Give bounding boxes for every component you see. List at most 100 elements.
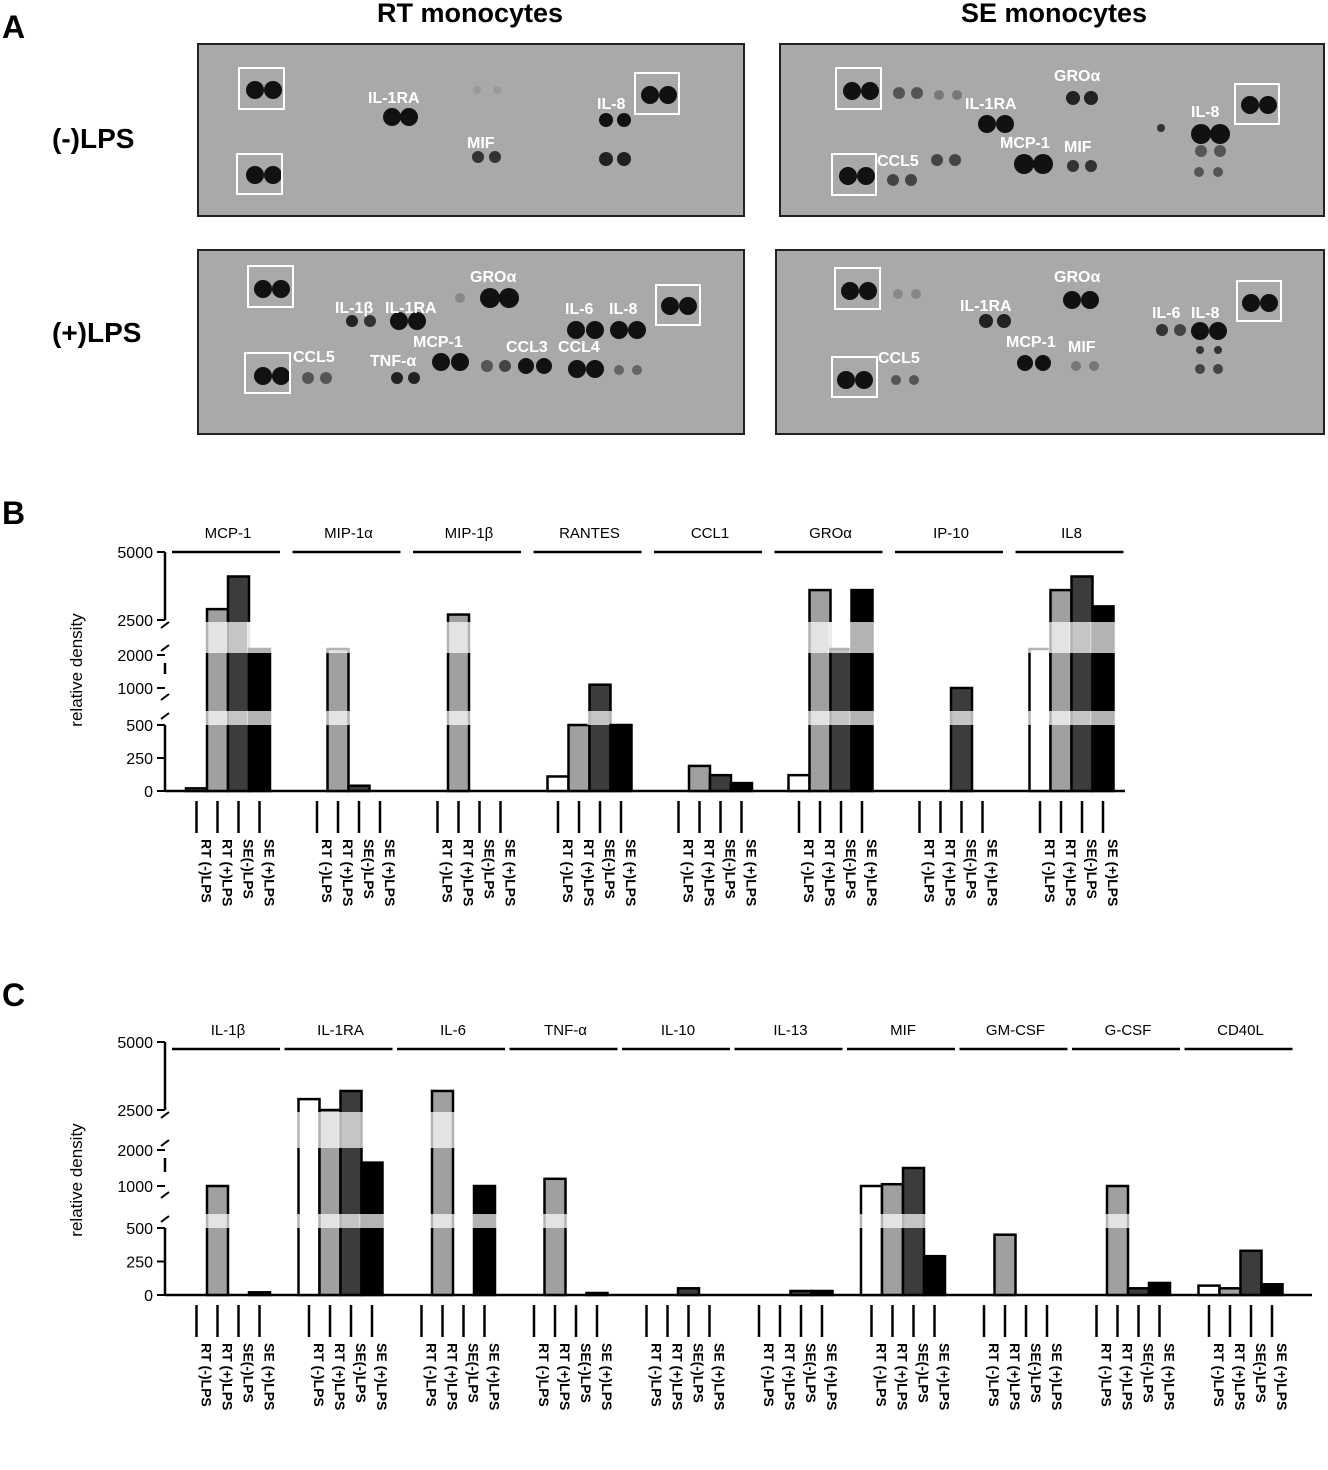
bar: [1239, 1249, 1263, 1297]
panel-c-letter: C: [2, 977, 25, 1013]
condition-label: SE(-)LPS: [353, 1343, 369, 1403]
condition-label: SE(-)LPS: [916, 1343, 932, 1403]
bar: [205, 1184, 230, 1297]
bar: [567, 723, 591, 793]
condition-label: RT (-)LPS: [874, 1343, 890, 1407]
bar-break-gap: [807, 711, 833, 725]
bar: [360, 1161, 384, 1297]
bar: [588, 683, 612, 793]
condition-label: RT (+)LPS: [1063, 839, 1079, 906]
bar-break-gap: [325, 622, 351, 653]
condition-label: RT (+)LPS: [557, 1343, 573, 1410]
bar-break-gap: [472, 1214, 497, 1228]
y-tick-label: 5000: [117, 1035, 153, 1052]
blot-label: CCL5: [293, 349, 335, 366]
axis-break-mark: [160, 1111, 170, 1119]
condition-label: RT (+)LPS: [670, 1343, 686, 1410]
condition-label: SE(-)LPS: [803, 1343, 819, 1403]
bar-break-gap: [1090, 711, 1116, 725]
condition-label: RT (-)LPS: [199, 839, 215, 903]
condition-label: SE(-)LPS: [241, 1343, 257, 1403]
condition-label: RT (+)LPS: [581, 839, 597, 906]
blot-rt-neg: IL-1RA IL-8 MIF: [197, 43, 745, 217]
condition-label: RT (-)LPS: [649, 1343, 665, 1407]
bar-break-gap: [849, 711, 875, 725]
bar: [1049, 588, 1073, 793]
bar-break-gap: [1048, 622, 1074, 653]
group-label: CD40L: [1217, 1022, 1264, 1039]
y-axis-label: relative density: [67, 613, 86, 727]
axis-break-mark: [160, 644, 170, 652]
blot-label: IL-8: [597, 96, 626, 113]
condition-label: SE (+)LPS: [503, 839, 519, 906]
blot-column-title-se: SE monocytes: [961, 0, 1147, 28]
bar: [949, 686, 974, 793]
condition-label: SE (+)LPS: [599, 1343, 615, 1410]
condition-label: SE(-)LPS: [602, 839, 618, 899]
bar-break-gap: [1027, 622, 1053, 653]
bar: [787, 773, 811, 793]
bar: [708, 773, 733, 793]
bar: [1126, 1287, 1151, 1297]
bar-break-gap: [880, 1214, 905, 1228]
condition-label: RT (+)LPS: [461, 839, 477, 906]
bar: [676, 1287, 701, 1297]
blot-label: IL-8: [1191, 305, 1220, 322]
bar-break-gap: [317, 1112, 343, 1148]
y-tick-label: 250: [126, 751, 153, 768]
condition-label: RT (-)LPS: [922, 839, 938, 903]
condition-label: SE(-)LPS: [578, 1343, 594, 1403]
blot-column-title-rt: RT monocytes: [377, 0, 563, 28]
group-label: TNF-α: [544, 1022, 587, 1039]
bar-break-gap: [226, 622, 251, 653]
blot-label: GROα: [1054, 68, 1100, 85]
bar: [859, 1184, 884, 1297]
y-tick-label: 2000: [117, 1143, 153, 1160]
condition-label: SE (+)LPS: [262, 1343, 278, 1410]
bar-break-gap: [205, 711, 230, 725]
bar-break-gap: [1105, 1214, 1130, 1228]
bar-break-gap: [807, 622, 833, 653]
y-tick-label: 1000: [117, 1179, 153, 1196]
condition-label: RT (-)LPS: [1099, 1343, 1115, 1407]
bar-break-gap: [247, 711, 272, 725]
y-tick-label: 5000: [117, 545, 153, 562]
bar-break-gap: [949, 711, 974, 725]
bar-break-gap: [1027, 711, 1053, 725]
blot-label: IL-6: [1152, 305, 1181, 322]
bar: [1070, 575, 1094, 793]
bar: [901, 1166, 926, 1297]
blot-row-title-pos: (+)LPS: [52, 317, 141, 348]
blot-label: GROα: [1054, 269, 1100, 286]
bar-break-gap: [205, 622, 230, 653]
condition-label: RT (+)LPS: [332, 1343, 348, 1410]
bar: [1197, 1284, 1221, 1297]
axis-break-mark: [160, 1139, 170, 1147]
bar-break-gap: [446, 622, 471, 653]
bar: [810, 1289, 834, 1297]
blot-label: IL-1RA: [385, 300, 437, 317]
blot-label: CCL3: [506, 339, 548, 356]
group-label: IL-1RA: [317, 1022, 364, 1039]
group-label: MCP-1: [205, 525, 252, 542]
axis-break-mark: [160, 712, 170, 720]
condition-label: RT (-)LPS: [986, 1343, 1002, 1407]
chart-panel-c: 0 250 500 1000 2000 2500 5000 relative density I…: [67, 1022, 1312, 1410]
blot-label: MCP-1: [1006, 334, 1056, 351]
chart-panel-b: 0 250 500 1000 2000 2500 5000 relative density M…: [67, 525, 1125, 906]
bar-break-gap: [1090, 622, 1116, 653]
bar-break-gap: [901, 1214, 926, 1228]
condition-label: SE(-)LPS: [723, 839, 739, 899]
bar: [347, 784, 371, 793]
y-tick-label: 250: [126, 1255, 153, 1272]
bar-break-gap: [317, 1214, 343, 1228]
condition-label: SE (+)LPS: [985, 839, 1001, 906]
bar-break-gap: [587, 711, 613, 725]
condition-label: SE (+)LPS: [1162, 1343, 1178, 1410]
condition-label: RT (-)LPS: [1211, 1343, 1227, 1407]
bar-break-gap: [296, 1214, 322, 1228]
condition-label: SE (+)LPS: [1049, 1343, 1065, 1410]
bar: [585, 1291, 609, 1297]
bar: [1147, 1281, 1172, 1297]
